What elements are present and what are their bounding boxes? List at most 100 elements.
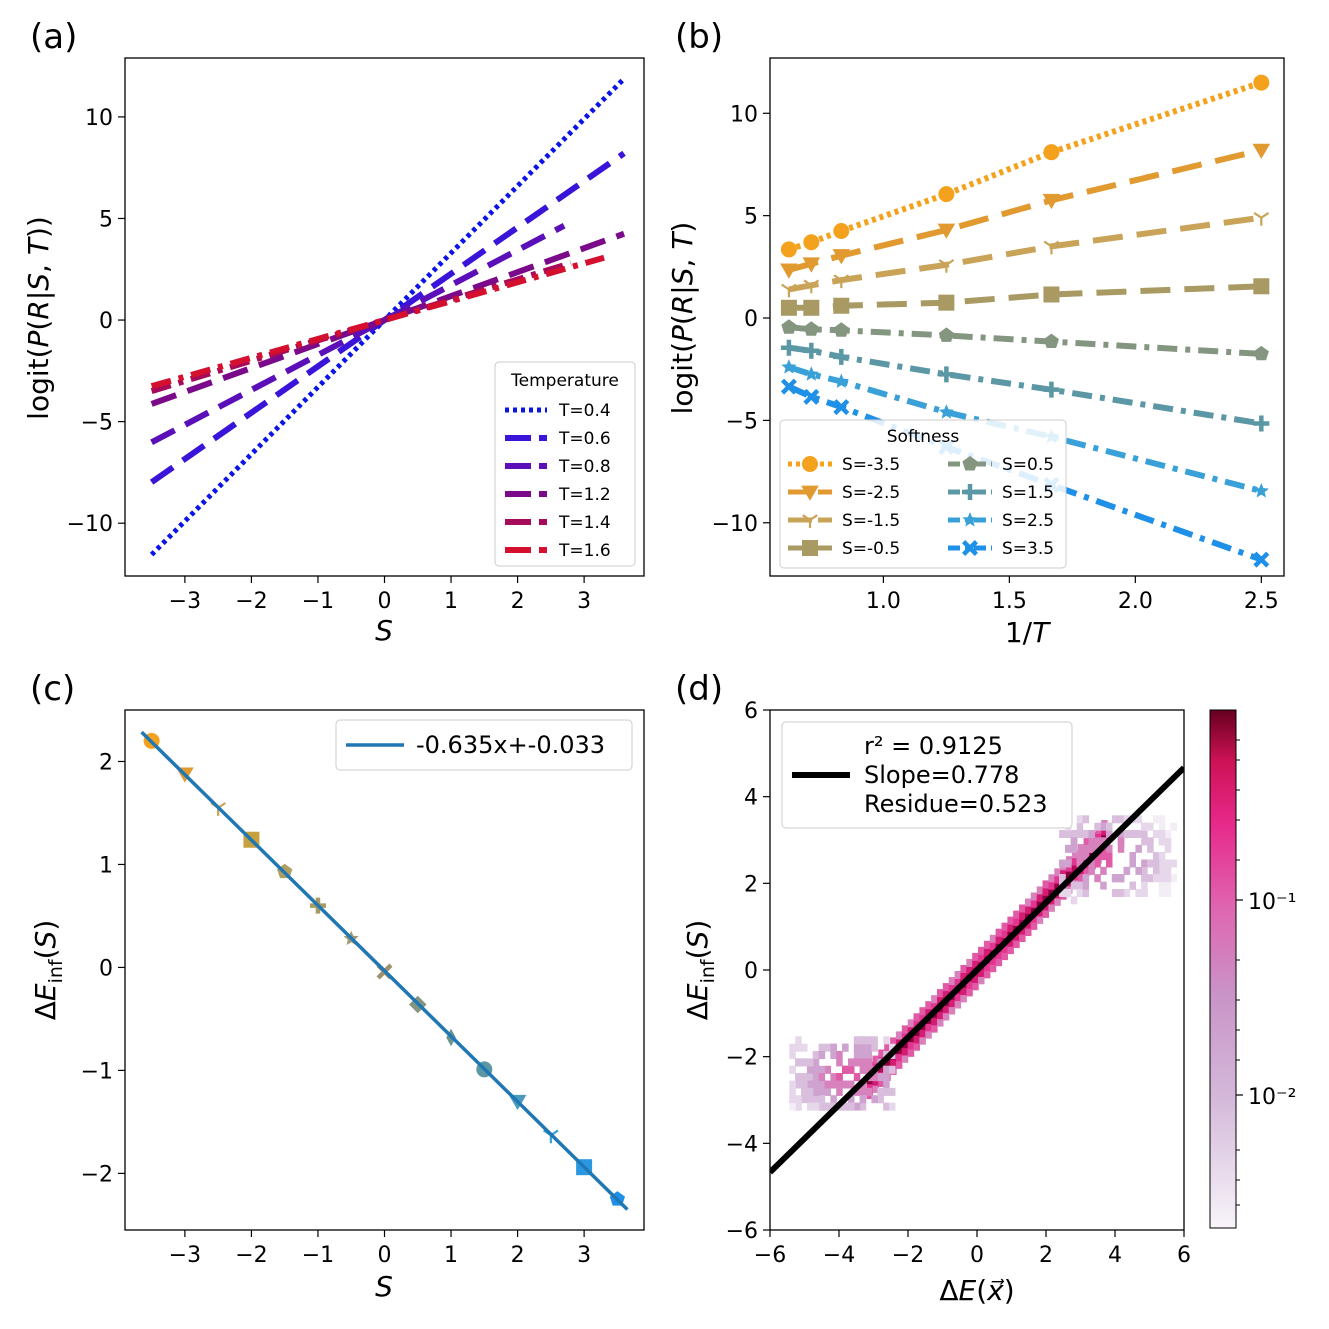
heatmap-cell (1076, 815, 1084, 824)
heatmap-cell (1141, 837, 1148, 846)
x-tick-label: 2 (511, 1243, 525, 1268)
heatmap-cell (989, 964, 997, 973)
heatmap-cell (1076, 852, 1084, 861)
heatmap-cell (1082, 815, 1090, 824)
heatmap-cell (1158, 815, 1166, 824)
point-S=1.5 (833, 348, 850, 365)
heatmap-cell (859, 1051, 867, 1059)
heatmap-cell (948, 1006, 956, 1015)
heatmap-cell (1100, 852, 1107, 861)
heatmap-cell (1129, 830, 1136, 838)
heatmap-cell (978, 968, 985, 977)
series-line-T=1.6 (150, 254, 605, 390)
legend-entry: S=-0.5 (842, 539, 900, 559)
heatmap-cell (830, 1043, 837, 1052)
heatmap-cell (806, 1087, 814, 1096)
point-S=3.5 (1253, 551, 1270, 568)
legend-c: -0.635x+-0.033 (335, 719, 633, 771)
heatmap-cell (795, 1036, 802, 1045)
heatmap-cell (836, 1073, 843, 1082)
point-S=-2.5 (1042, 193, 1061, 210)
heatmap-cell (889, 1087, 896, 1096)
heatmap-cell (1158, 837, 1166, 846)
heatmap-cell (1111, 874, 1119, 883)
heatmap-cell (972, 975, 979, 983)
heatmap-cell (878, 1064, 885, 1073)
y-tick-label: −1 (81, 1059, 113, 1084)
heatmap-cell (1147, 837, 1154, 846)
heatmap-cell (983, 962, 991, 971)
heatmap-cell (1094, 859, 1101, 868)
heatmap-cell (942, 983, 950, 992)
heatmap-cell (1153, 830, 1160, 838)
heatmap-cell (966, 966, 973, 975)
heatmap-cell (1007, 916, 1014, 925)
heatmap-cell (883, 1080, 890, 1089)
x-tick-label: −2 (235, 589, 267, 614)
legend-r2: r² = 0.9125 (864, 732, 1003, 760)
heatmap-cell (806, 1080, 814, 1089)
heatmap-cell (978, 946, 985, 955)
heatmap-cell (1164, 866, 1172, 875)
x-tick-label: −1 (302, 589, 334, 614)
legend-a: Temperature T=0.4 T=0.6 T=0.8 T=1.2 T=1.4 T=1.… (494, 361, 636, 567)
legend-box-d (781, 721, 1073, 829)
heatmap-cell (1135, 866, 1142, 875)
heatmap-cell (995, 958, 1003, 967)
heatmap-cell (1153, 859, 1160, 868)
point-S=2.5 (781, 359, 797, 374)
axes-frame-b (769, 57, 1285, 577)
heatmap-cell (859, 1043, 867, 1052)
y-tick-label: −5 (81, 411, 113, 436)
heatmap-cell (919, 1014, 926, 1023)
heatmap-cell (1070, 830, 1078, 838)
legend-marker (802, 540, 818, 556)
x-axis-label-a: S (375, 614, 393, 647)
point-S=0.5 (781, 319, 797, 334)
heatmap-cell (865, 1043, 873, 1052)
heatmap-cell (1070, 837, 1078, 846)
x-tick-label: −1 (302, 1243, 334, 1268)
heatmap-cell (913, 1042, 920, 1051)
heatmap-cell (818, 1043, 826, 1052)
series-line-S=0.5 (788, 324, 1262, 357)
heatmap-cell (1019, 934, 1026, 942)
heatmap-cell (1088, 837, 1095, 846)
point-S=-1.5 (1043, 240, 1060, 255)
heatmap-cell (871, 1036, 878, 1045)
heatmap-cell (942, 1005, 950, 1014)
heatmap-cell (806, 1058, 814, 1067)
heatmap-cell (1013, 910, 1020, 919)
heatmap-cell (1117, 837, 1125, 846)
y-axis-label-a: logit(P(R|S, T)) (22, 216, 55, 420)
heatmap-cell (795, 1080, 802, 1089)
heatmap-cell (931, 1017, 938, 1026)
heatmap-cell (1048, 874, 1055, 883)
heatmap-cell (1170, 874, 1177, 883)
heatmap-cell (1065, 889, 1072, 897)
heatmap-cell (818, 1102, 826, 1111)
colorbar-tick-label: 10⁻¹ (1248, 890, 1296, 915)
y-axis-label-b: logit(P(R|S, T) (666, 222, 699, 415)
heatmap-cell (883, 1102, 890, 1111)
legend-slope: Slope=0.778 (864, 761, 1019, 789)
heatmap-cell (1007, 946, 1014, 955)
heatmap-cell (830, 1073, 837, 1082)
heatmap-cell (806, 1095, 814, 1104)
point-S=-3.5 (1043, 144, 1060, 161)
heatmap-cell (960, 987, 967, 996)
heatmap-cell (1070, 844, 1078, 853)
point-S=1.5 (780, 339, 797, 356)
heatmap-cell (1106, 830, 1113, 838)
heatmap-cell (830, 1095, 837, 1104)
heatmap-cell (865, 1058, 873, 1067)
heatmap-cell (1170, 859, 1177, 868)
x-tick-label: −3 (169, 589, 201, 614)
heatmap-cell (1153, 852, 1160, 861)
legend-entry: S=2.5 (1002, 511, 1054, 531)
y-tick-label: 4 (744, 786, 758, 811)
heatmap-cell (1060, 869, 1067, 878)
heatmap-cell (1129, 881, 1136, 890)
heatmap-cell (1054, 883, 1061, 891)
legend-marker (962, 456, 978, 471)
